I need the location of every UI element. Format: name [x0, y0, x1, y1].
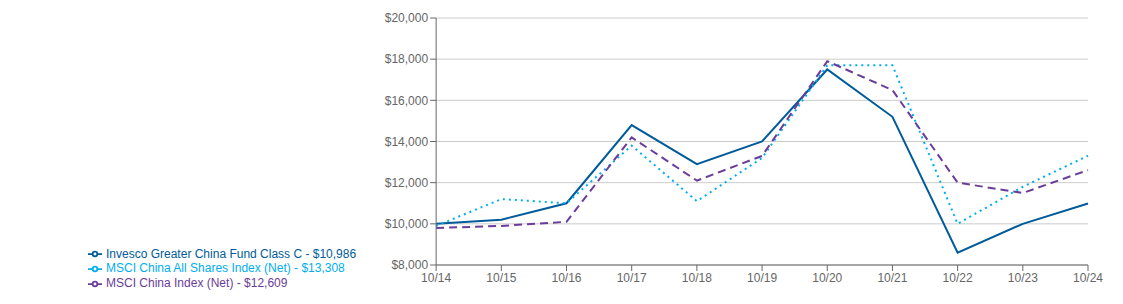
svg-text:$16,000: $16,000 [385, 94, 429, 108]
svg-text:10/23: 10/23 [1008, 271, 1038, 285]
svg-text:10/19: 10/19 [747, 271, 777, 285]
svg-text:10/21: 10/21 [877, 271, 907, 285]
svg-text:$18,000: $18,000 [385, 52, 429, 66]
svg-text:10/15: 10/15 [486, 271, 516, 285]
svg-text:10/16: 10/16 [551, 271, 581, 285]
svg-text:10/20: 10/20 [812, 271, 842, 285]
svg-text:$10,000: $10,000 [385, 217, 429, 231]
svg-text:10/18: 10/18 [682, 271, 712, 285]
svg-text:10/17: 10/17 [617, 271, 647, 285]
svg-text:10/24: 10/24 [1073, 271, 1103, 285]
html-text:Invesco Greater China Fund Cla: Invesco Greater China Fund Class C - $10… [106, 246, 357, 261]
svg-text:$20,000: $20,000 [385, 11, 429, 25]
svg-text:$8,000: $8,000 [391, 258, 428, 272]
html-text:MSCI China Index (Net) - $12,6: MSCI China Index (Net) - $12,609 [106, 276, 288, 291]
svg-text:$14,000: $14,000 [385, 135, 429, 149]
html-text:MSCI China All Shares Index (N: MSCI China All Shares Index (Net) - $13,… [106, 261, 345, 276]
svg-text:$12,000: $12,000 [385, 176, 429, 190]
svg-text:10/22: 10/22 [943, 271, 973, 285]
svg-text:10/14: 10/14 [421, 271, 451, 285]
